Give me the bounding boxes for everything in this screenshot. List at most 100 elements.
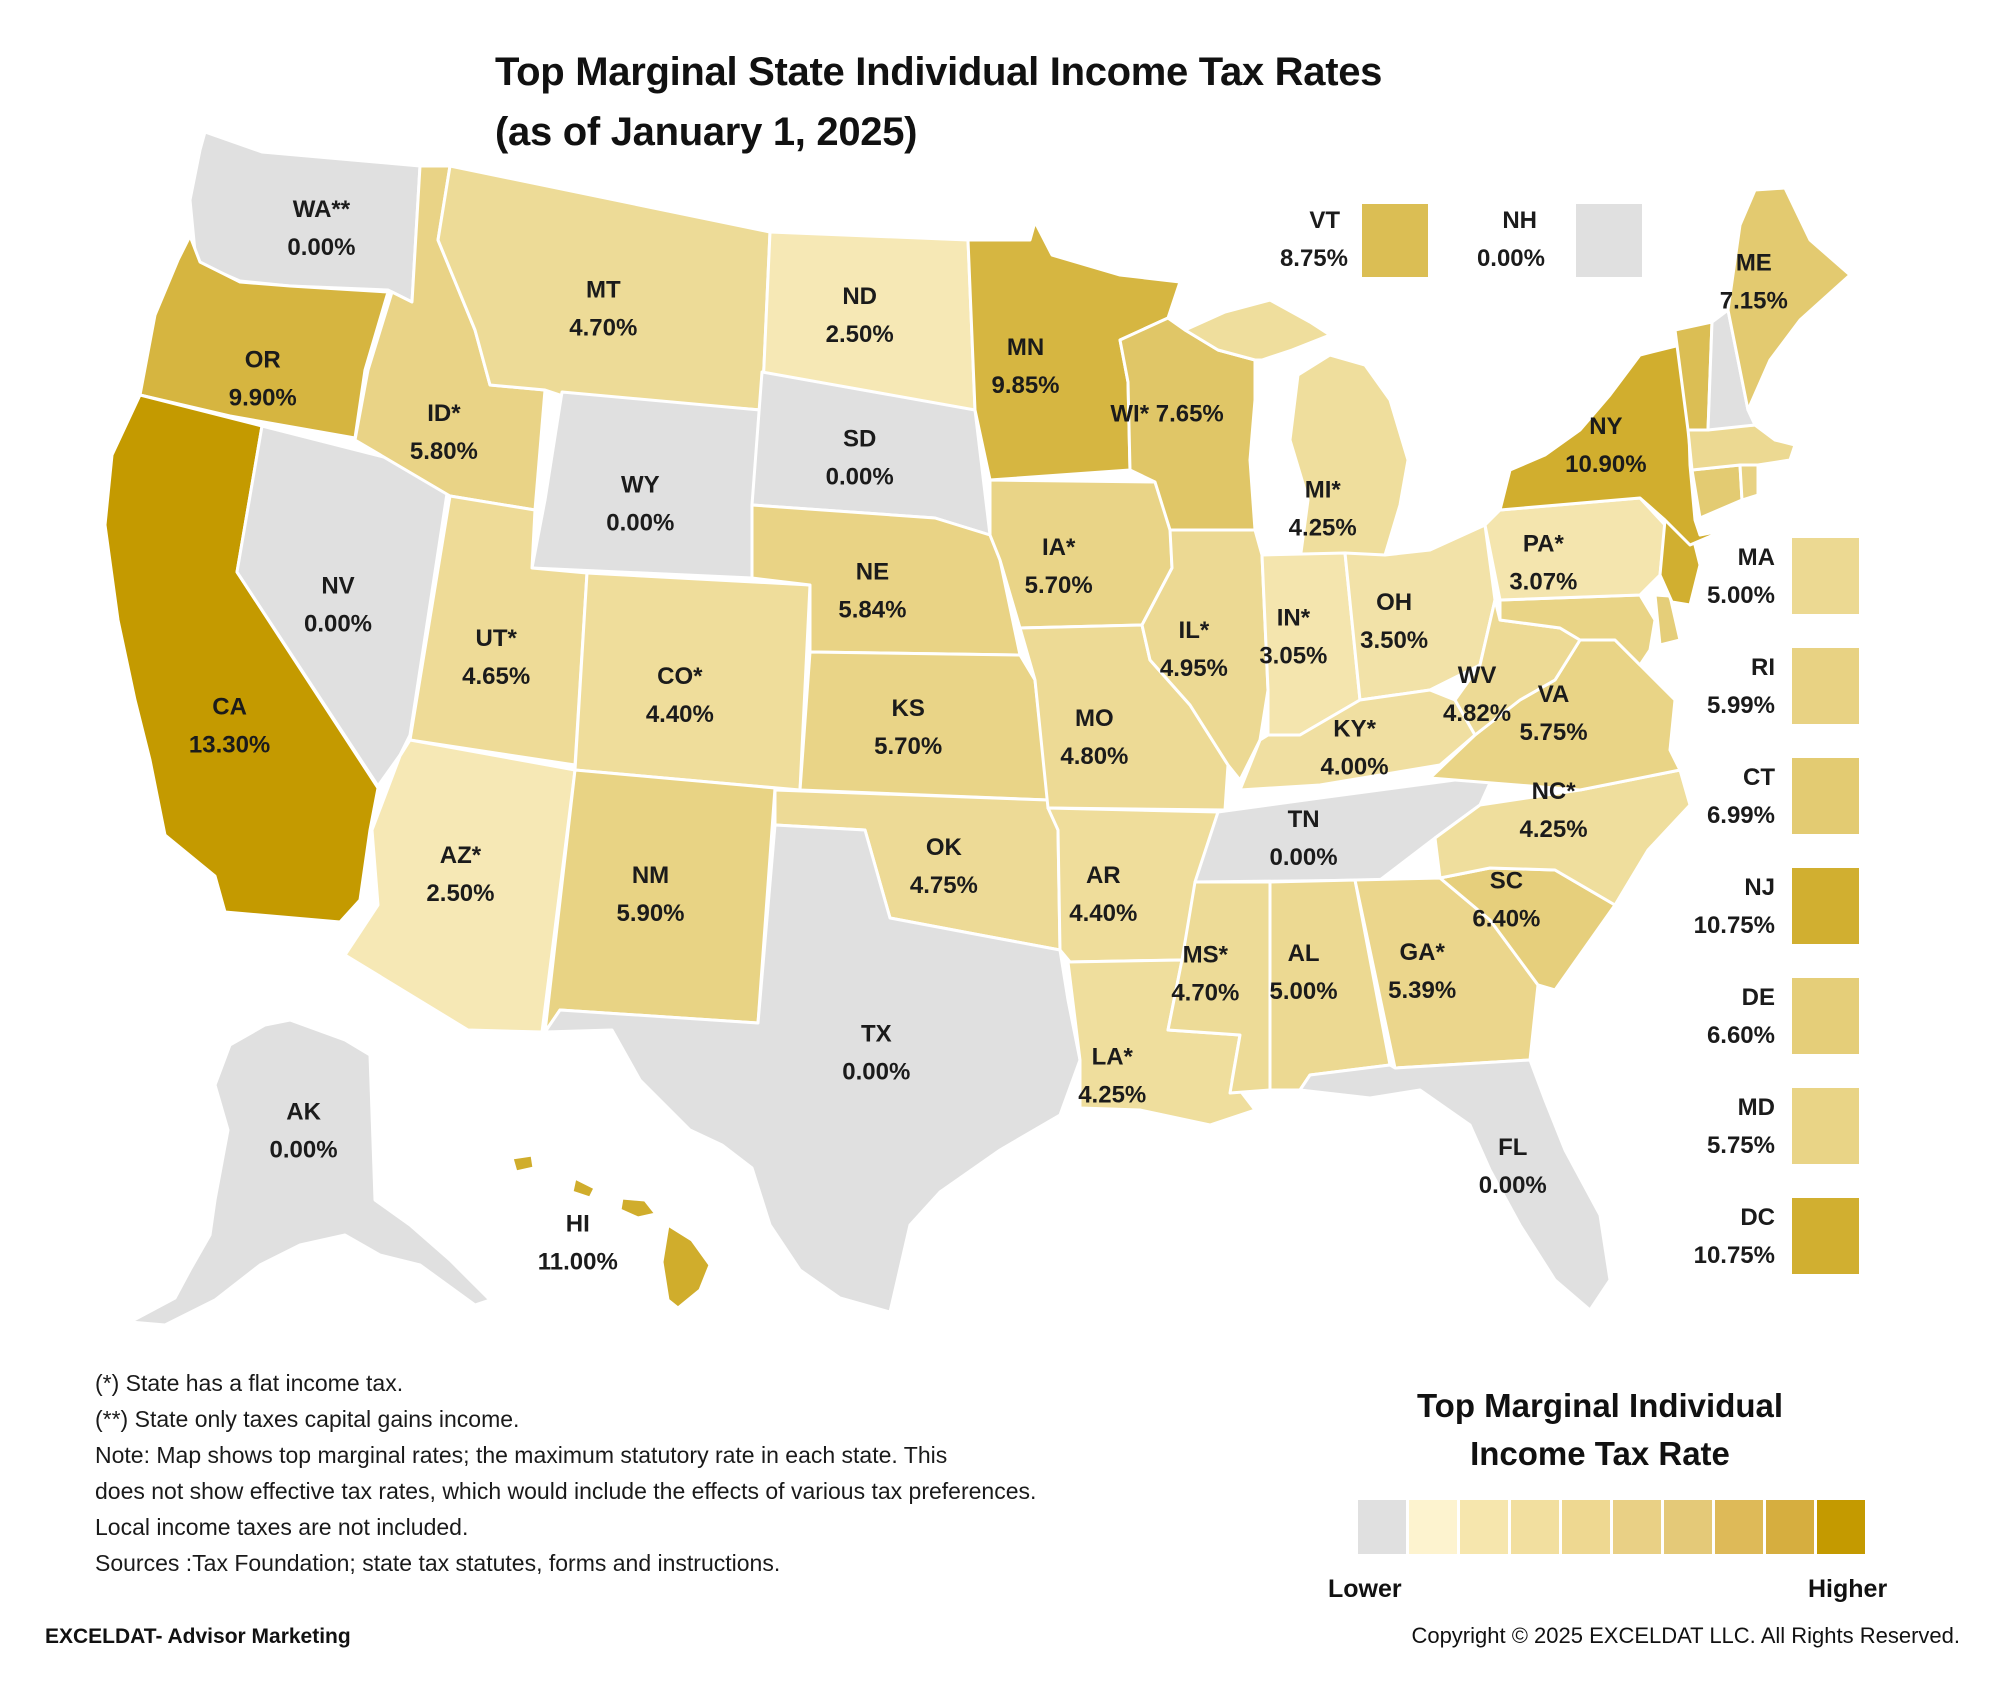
state-label-tn-abbr: TN bbox=[1288, 806, 1320, 833]
state-label-id-rate: 5.80% bbox=[410, 438, 478, 465]
state-label-mo-rate: 4.80% bbox=[1060, 743, 1128, 770]
small-state-ma-rate: 5.00% bbox=[1707, 582, 1775, 609]
state-shape-hi-oahu bbox=[570, 1176, 597, 1200]
small-state-ct-abbr: CT bbox=[1743, 764, 1775, 791]
small-state-ri-abbr: RI bbox=[1751, 654, 1775, 681]
small-state-box-de bbox=[1792, 978, 1859, 1054]
note-capital-gains: (**) State only taxes capital gains inco… bbox=[95, 1406, 520, 1432]
state-shape-nc bbox=[1433, 768, 1692, 907]
small-state-box-nh bbox=[1576, 204, 1642, 277]
small-state-ct-rate: 6.99% bbox=[1707, 802, 1775, 829]
legend-swatch-3 bbox=[1460, 1500, 1508, 1554]
state-label-pa-rate: 3.07% bbox=[1509, 568, 1577, 595]
legend-swatch-9 bbox=[1766, 1500, 1814, 1554]
state-label-ok-rate: 4.75% bbox=[910, 872, 978, 899]
state-label-il-rate: 4.95% bbox=[1160, 655, 1228, 682]
state-label-nd-rate: 2.50% bbox=[826, 321, 894, 348]
legend-swatch-4 bbox=[1511, 1500, 1559, 1554]
state-label-sd-abbr: SD bbox=[843, 426, 876, 453]
state-label-al-abbr: AL bbox=[1288, 940, 1320, 967]
state-shape-mi bbox=[1288, 353, 1410, 562]
state-label-fl-rate: 0.00% bbox=[1479, 1172, 1547, 1199]
state-label-ak-rate: 0.00% bbox=[270, 1136, 338, 1163]
small-state-dc-abbr: DC bbox=[1740, 1204, 1775, 1231]
state-shape-ma bbox=[1686, 423, 1797, 472]
state-shape-nh bbox=[1706, 308, 1757, 432]
state-label-ar-abbr: AR bbox=[1086, 862, 1121, 889]
state-label-ne-abbr: NE bbox=[856, 558, 889, 585]
legend-swatch-1 bbox=[1358, 1500, 1406, 1554]
state-label-wv-rate: 4.82% bbox=[1443, 700, 1511, 727]
small-state-nh-abbr: NH bbox=[1502, 207, 1537, 234]
state-label-co-abbr: CO* bbox=[657, 663, 703, 690]
state-shape-fl bbox=[1298, 1058, 1612, 1312]
state-label-ga-rate: 5.39% bbox=[1388, 977, 1456, 1004]
state-label-me-abbr: ME bbox=[1736, 250, 1772, 277]
small-state-box-dc bbox=[1792, 1198, 1859, 1274]
legend-title-line-1: Top Marginal Individual bbox=[1416, 1387, 1784, 1424]
small-state-de-rate: 6.60% bbox=[1707, 1022, 1775, 1049]
state-shape-ak bbox=[128, 1018, 492, 1327]
small-state-box-ri bbox=[1792, 648, 1859, 724]
state-label-nd-abbr: ND bbox=[842, 283, 877, 310]
small-state-ma-abbr: MA bbox=[1738, 544, 1775, 571]
state-label-tx-abbr: TX bbox=[861, 1020, 892, 1047]
state-shape-hi-big bbox=[660, 1223, 712, 1310]
legend-high-label: Higher bbox=[1808, 1575, 1888, 1603]
state-shape-wy bbox=[530, 390, 762, 580]
state-label-mi-rate: 4.25% bbox=[1289, 515, 1357, 542]
small-state-de-abbr: DE bbox=[1742, 984, 1775, 1011]
state-label-mt-abbr: MT bbox=[586, 276, 621, 303]
small-state-box-vt bbox=[1362, 204, 1428, 277]
note-top-marginal: Note: Map shows top marginal rates; the … bbox=[95, 1442, 948, 1468]
small-state-md-rate: 5.75% bbox=[1707, 1132, 1775, 1159]
state-label-hi-rate: 11.00% bbox=[538, 1249, 618, 1276]
state-label-ny-rate: 10.90% bbox=[1565, 451, 1646, 478]
state-label-or-rate: 9.90% bbox=[229, 385, 297, 412]
state-label-nv-rate: 0.00% bbox=[304, 610, 372, 637]
state-shape-or bbox=[138, 234, 390, 440]
legend-title-line-2: Income Tax Rate bbox=[1470, 1435, 1730, 1472]
small-state-box-ct bbox=[1792, 758, 1859, 834]
state-shape-ri bbox=[1738, 463, 1760, 502]
state-label-ca-abbr: CA bbox=[212, 694, 247, 721]
state-label-wi: WI* 7.65% bbox=[1110, 401, 1223, 428]
state-shape-il bbox=[1140, 528, 1270, 782]
small-state-box-md bbox=[1792, 1088, 1859, 1164]
state-shape-md bbox=[1498, 593, 1657, 667]
state-label-ca-rate: 13.30% bbox=[189, 732, 270, 759]
state-label-wy-abbr: WY bbox=[621, 472, 660, 499]
state-shape-hi-maui bbox=[618, 1196, 658, 1220]
state-label-va-rate: 5.75% bbox=[1520, 719, 1588, 746]
small-state-nj-rate: 10.75% bbox=[1694, 912, 1775, 939]
state-shape-ks bbox=[798, 650, 1050, 802]
state-label-sc-rate: 6.40% bbox=[1472, 905, 1540, 932]
state-label-il-abbr: IL* bbox=[1179, 617, 1210, 644]
state-label-nm-abbr: NM bbox=[632, 862, 669, 889]
legend-swatch-8 bbox=[1715, 1500, 1763, 1554]
note-sources: Sources :Tax Foundation; state tax statu… bbox=[95, 1550, 781, 1576]
state-label-va-abbr: VA bbox=[1538, 681, 1570, 708]
state-shape-tx bbox=[543, 823, 1082, 1314]
state-label-sc-abbr: SC bbox=[1490, 867, 1523, 894]
small-state-box-nj bbox=[1792, 868, 1859, 944]
state-label-ny-abbr: NY bbox=[1589, 413, 1622, 440]
small-state-vt-abbr: VT bbox=[1309, 207, 1340, 234]
state-label-nc-abbr: NC* bbox=[1532, 778, 1577, 805]
state-label-in-abbr: IN* bbox=[1277, 604, 1311, 631]
state-shape-hi-kauai bbox=[510, 1153, 536, 1174]
state-label-ky-abbr: KY* bbox=[1333, 715, 1376, 742]
legend-swatch-2 bbox=[1409, 1500, 1457, 1554]
state-label-az-abbr: AZ* bbox=[440, 842, 482, 869]
note-effective-rates: does not show effective tax rates, which… bbox=[95, 1478, 1037, 1504]
state-label-fl-abbr: FL bbox=[1498, 1134, 1527, 1161]
small-state-md-abbr: MD bbox=[1738, 1094, 1775, 1121]
state-shape-wv bbox=[1453, 598, 1582, 737]
state-shape-me bbox=[1726, 186, 1852, 412]
state-label-la-abbr: LA* bbox=[1092, 1043, 1134, 1070]
state-label-nc-rate: 4.25% bbox=[1520, 816, 1588, 843]
state-label-pa-abbr: PA* bbox=[1523, 530, 1565, 557]
state-label-in-rate: 3.05% bbox=[1259, 642, 1327, 669]
small-state-ri-rate: 5.99% bbox=[1707, 692, 1775, 719]
